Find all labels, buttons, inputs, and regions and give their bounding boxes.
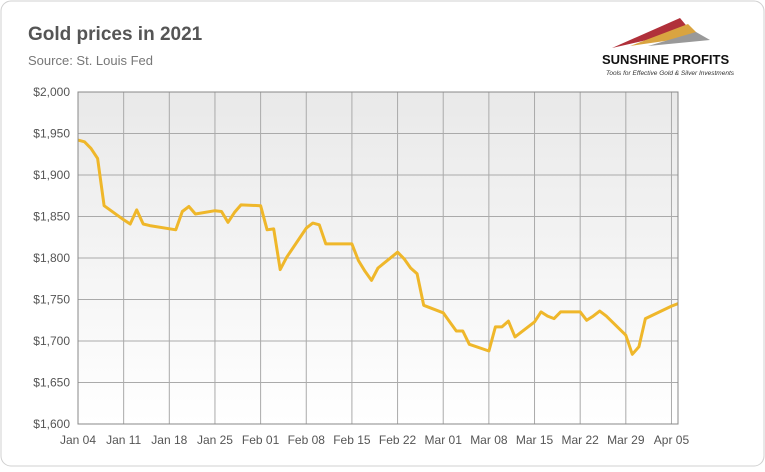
- x-tick-label: Mar 08: [470, 433, 508, 447]
- x-tick-label: Jan 04: [60, 433, 96, 447]
- x-tick-label: Jan 11: [106, 433, 141, 447]
- subtitle: Source: St. Louis Fed: [28, 53, 153, 68]
- price-line: [77, 138, 679, 356]
- x-tick-label: Feb 01: [242, 433, 280, 447]
- x-tick-label: Feb 08: [288, 433, 326, 447]
- x-tick-label: Jan 25: [197, 433, 233, 447]
- logo: SUNSHINE PROFITS Tools for Effective Gol…: [602, 18, 735, 77]
- logo-name: SUNSHINE PROFITS: [602, 52, 729, 67]
- logo-ray: [630, 24, 700, 46]
- y-tick-label: $1,750: [33, 293, 70, 307]
- y-tick-label: $1,850: [33, 210, 70, 224]
- logo-ray: [648, 32, 710, 46]
- x-tick-label: Mar 22: [561, 433, 599, 447]
- chart-title: Gold prices in 2021: [28, 24, 203, 45]
- logo-tagline: Tools for Effective Gold & Silver Invest…: [606, 70, 735, 77]
- y-tick-label: $1,950: [33, 127, 70, 141]
- y-tick-label: $1,600: [33, 417, 70, 431]
- x-tick-label: Mar 01: [425, 433, 463, 447]
- y-tick-label: $2,000: [33, 85, 70, 99]
- x-tick-label: Apr 05: [654, 433, 690, 447]
- y-tick-label: $1,650: [33, 376, 70, 390]
- y-tick-label: $1,700: [33, 334, 70, 348]
- x-tick-label: Jan 18: [151, 433, 187, 447]
- plot-border: [77, 91, 679, 425]
- x-tick-label: Mar 29: [607, 433, 645, 447]
- x-tick-label: Feb 15: [333, 433, 371, 447]
- y-tick-label: $1,900: [33, 168, 70, 182]
- logo-ray: [612, 18, 690, 48]
- x-tick-label: Feb 22: [379, 433, 417, 447]
- y-tick-label: $1,800: [33, 251, 70, 265]
- x-tick-label: Mar 15: [516, 433, 554, 447]
